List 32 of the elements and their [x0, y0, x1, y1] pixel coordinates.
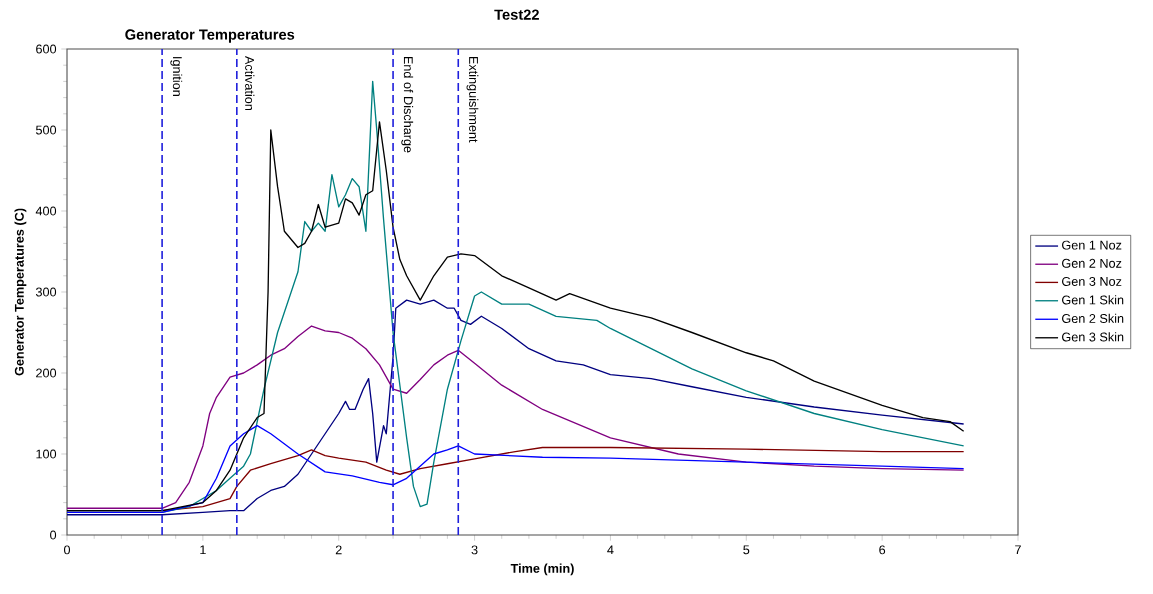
chart-subtitle: Generator Temperatures	[125, 29, 295, 43]
y-tick-label: 200	[36, 368, 57, 378]
x-axis-title: Time (min)	[510, 563, 574, 576]
legend-label: Gen 2 Noz	[1062, 258, 1122, 268]
ref-line-label: End of Discharge	[401, 56, 414, 153]
legend-label: Gen 1 Skin	[1062, 295, 1124, 305]
legend-label: Gen 1 Noz	[1062, 240, 1122, 250]
x-tick-label: 5	[743, 545, 750, 555]
x-tick-label: 7	[1015, 545, 1021, 555]
legend-label: Gen 2 Skin	[1062, 313, 1124, 323]
y-tick-label: 0	[50, 530, 57, 540]
line-series	[66, 325, 965, 509]
chart-title: Test22	[494, 9, 539, 20]
ref-line-label: Activation	[245, 55, 255, 111]
legend-label: Gen 3 Skin	[1062, 332, 1124, 342]
ref-line-label: Extinguishment	[466, 56, 479, 143]
ref-line-label: Ignition	[170, 57, 183, 96]
y-tick-label: 400	[35, 206, 57, 216]
x-tick-label: 1	[200, 545, 206, 555]
y-tick-label: 100	[36, 449, 57, 459]
y-tick-label: 300	[35, 287, 57, 297]
x-tick-label: 4	[607, 545, 614, 555]
x-tick-label: 0	[63, 545, 71, 555]
y-axis-title: Generator Temperatures (C)	[14, 208, 27, 376]
line-series	[66, 424, 965, 513]
y-tick-label: 600	[36, 44, 57, 54]
x-tick-label: 6	[879, 545, 886, 555]
x-tick-label: 3	[471, 545, 478, 555]
line-series	[66, 299, 965, 516]
x-tick-label: 2	[335, 545, 342, 555]
y-tick-label: 500	[35, 125, 57, 135]
legend-label: Gen 3 Noz	[1062, 276, 1122, 286]
